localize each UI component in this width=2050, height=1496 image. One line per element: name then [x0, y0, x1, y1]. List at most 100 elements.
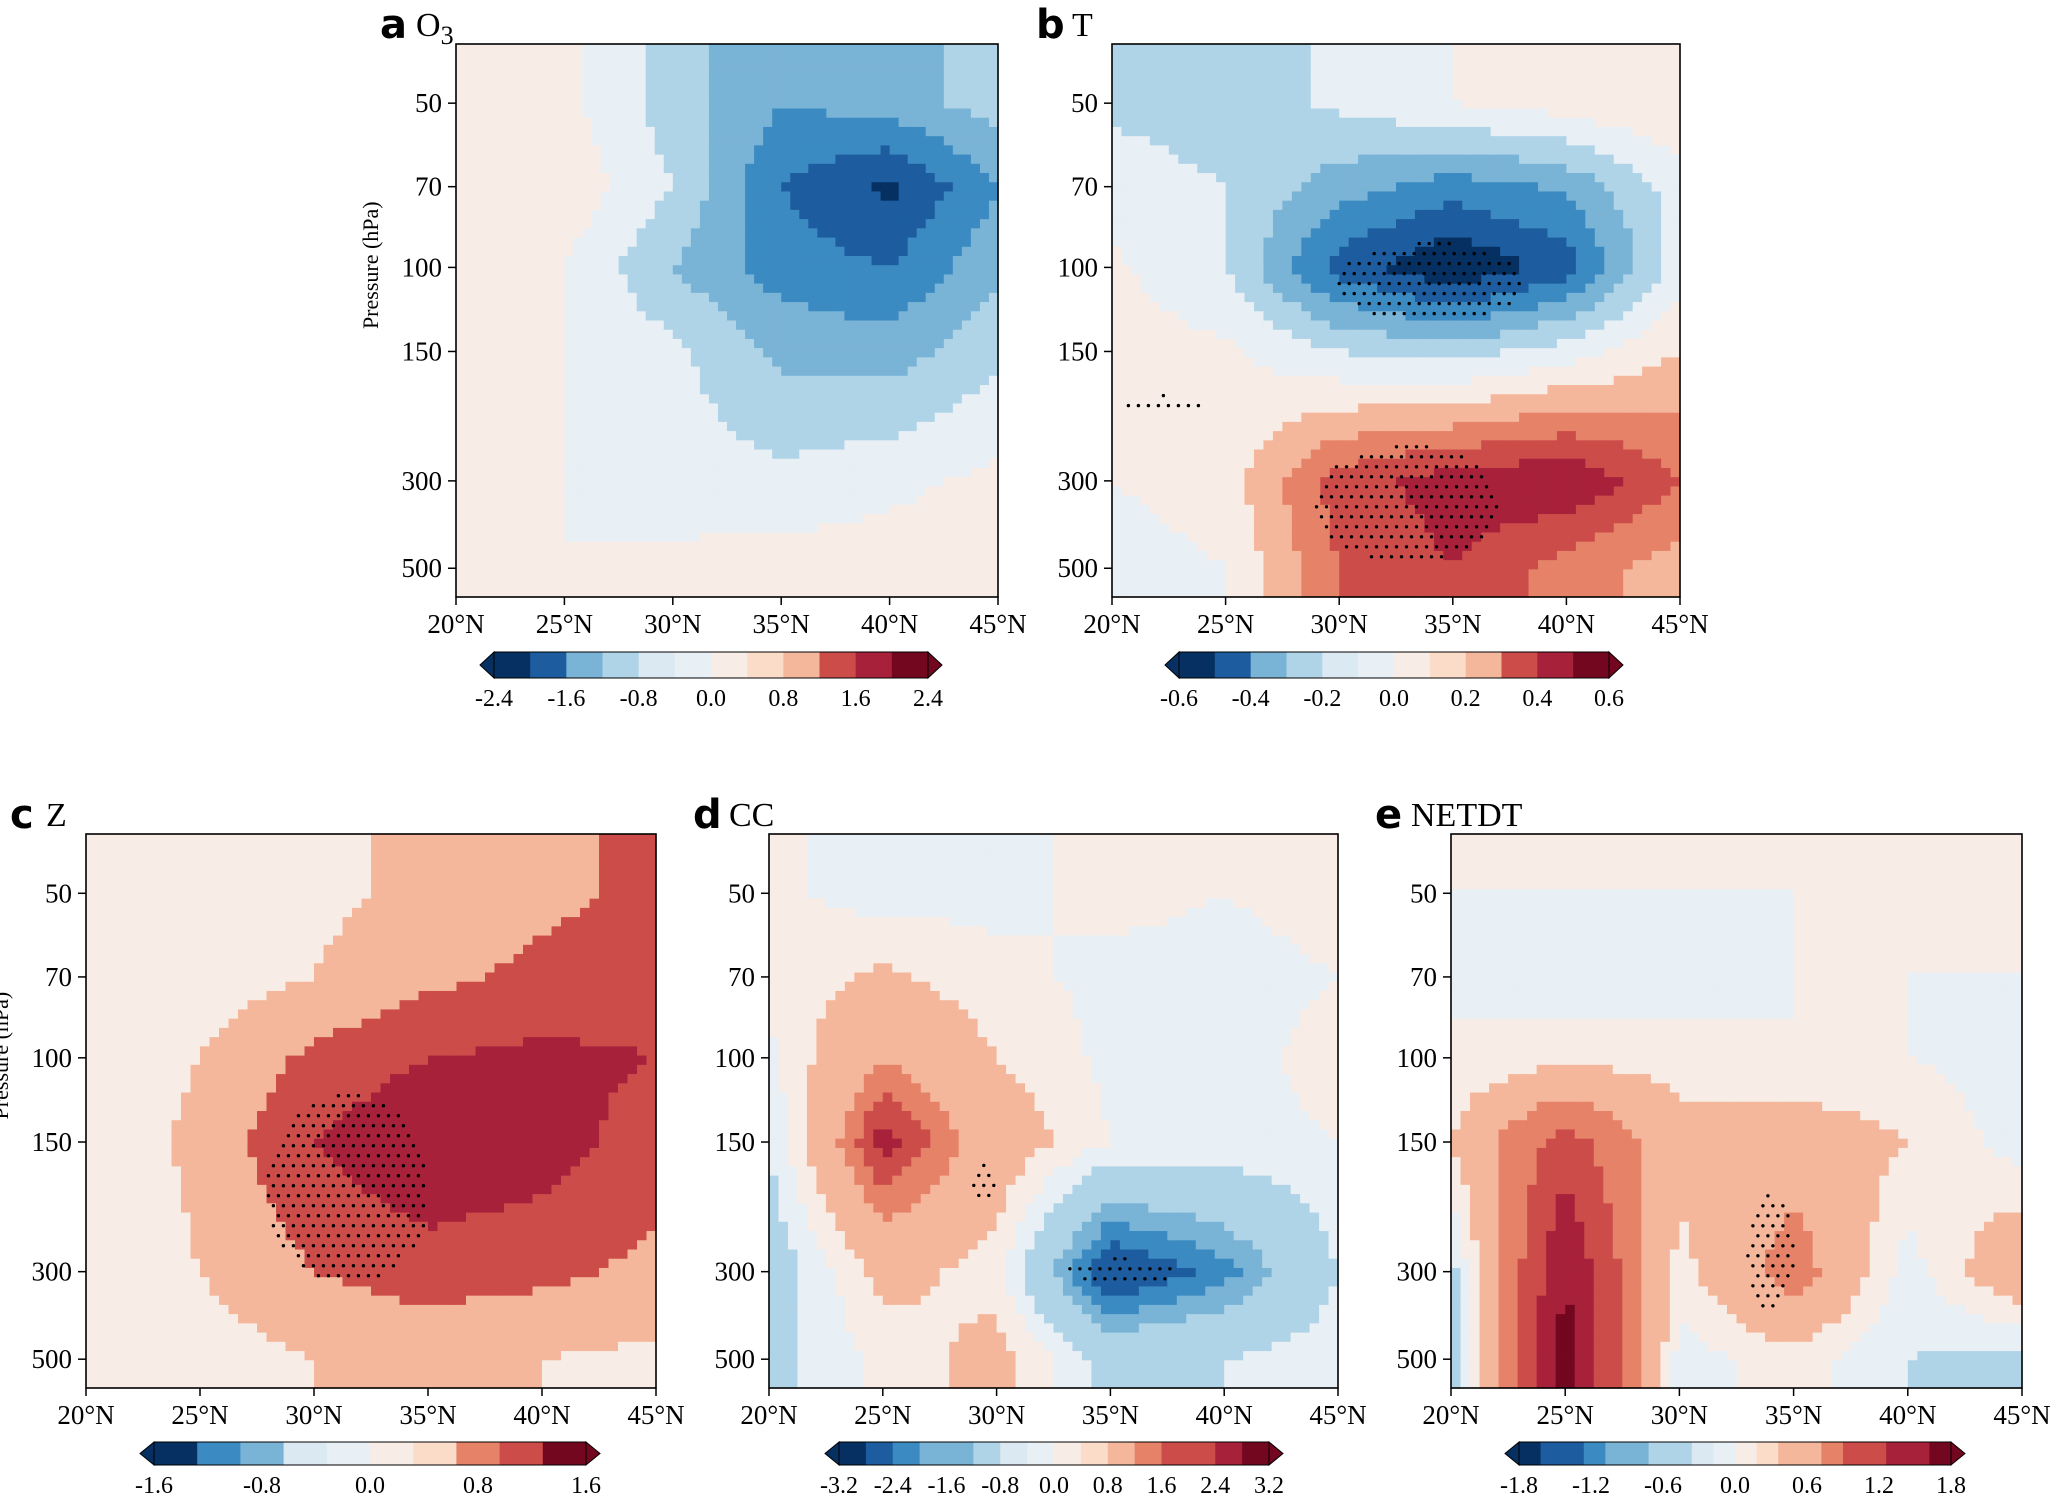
- contour-cell: [916, 163, 927, 174]
- contour-cell: [1168, 228, 1179, 239]
- contour-cell: [781, 80, 791, 91]
- contour-cell: [501, 375, 511, 386]
- contour-cell: [510, 348, 520, 358]
- contour-cell: [1538, 62, 1549, 73]
- contour-cell: [970, 44, 981, 54]
- contour-cell: [627, 560, 638, 570]
- contour-cell: [727, 495, 737, 506]
- contour-cell: [1594, 163, 1605, 174]
- contour-cell: [916, 366, 927, 377]
- contour-cell: [636, 394, 647, 405]
- contour-cell: [474, 348, 484, 358]
- contour-cell: [988, 311, 999, 322]
- contour-cell: [618, 292, 629, 303]
- contour-cell: [1159, 173, 1170, 183]
- contour-cell: [654, 80, 665, 91]
- contour-cell: [961, 366, 972, 377]
- contour-cell: [645, 117, 656, 128]
- contour-cell: [1178, 191, 1189, 202]
- contour-cell: [961, 246, 972, 257]
- contour-cell: [736, 338, 746, 349]
- contour-cell: [708, 329, 719, 340]
- contour-cell: [1613, 117, 1624, 128]
- contour-cell: [708, 80, 719, 91]
- contour-cell: [745, 541, 755, 552]
- contour-cell: [943, 394, 954, 405]
- contour-cell: [1414, 228, 1425, 239]
- contour-cell: [862, 385, 873, 395]
- contour-cell: [988, 458, 999, 469]
- contour-cell: [826, 348, 836, 358]
- contour-cell: [934, 560, 945, 570]
- contour-cell: [781, 375, 791, 386]
- contour-cell: [609, 255, 620, 266]
- contour-cell: [871, 90, 882, 100]
- contour-cell: [636, 532, 647, 543]
- contour-cell: [979, 62, 990, 73]
- contour-cell: [1320, 154, 1331, 165]
- contour-cell: [1443, 108, 1454, 119]
- contour-cell: [510, 246, 520, 257]
- contour-cell: [1225, 163, 1236, 174]
- contour-cell: [1604, 173, 1615, 183]
- contour-cell: [907, 348, 918, 358]
- contour-cell: [862, 62, 873, 73]
- contour-cell: [1168, 191, 1179, 202]
- contour-cell: [627, 403, 638, 414]
- contour-cell: [1585, 62, 1596, 73]
- contour-cell: [853, 514, 864, 524]
- contour-cell: [654, 182, 665, 193]
- contour-cell: [862, 587, 873, 598]
- contour-cell: [862, 145, 873, 156]
- contour-cell: [1414, 209, 1425, 220]
- contour-cell: [1575, 126, 1586, 137]
- contour-cell: [636, 357, 647, 368]
- contour-cell: [1178, 246, 1189, 257]
- contour-cell: [474, 541, 484, 552]
- contour-cell: [708, 486, 719, 497]
- contour-cell: [988, 320, 999, 331]
- contour-cell: [636, 486, 647, 497]
- contour-cell: [636, 80, 647, 91]
- contour-cell: [654, 154, 665, 165]
- contour-cell: [1405, 99, 1416, 110]
- contour-cell: [627, 375, 638, 386]
- contour-cell: [501, 560, 511, 570]
- contour-cell: [555, 514, 565, 524]
- contour-cell: [501, 412, 511, 423]
- contour-cell: [970, 136, 981, 146]
- contour-cell: [1225, 182, 1236, 193]
- contour-cell: [961, 532, 972, 543]
- contour-cell: [528, 228, 538, 239]
- contour-cell: [853, 394, 864, 405]
- contour-cell: [934, 274, 945, 285]
- contour-cell: [943, 182, 954, 193]
- contour-cell: [699, 53, 710, 64]
- contour-cell: [835, 385, 846, 395]
- contour-cell: [528, 53, 538, 64]
- contour-cell: [745, 108, 755, 119]
- contour-cell: [817, 53, 827, 64]
- contour-cell: [564, 302, 575, 312]
- contour-cell: [708, 302, 719, 312]
- contour-cell: [681, 366, 692, 377]
- contour-cell: [501, 246, 511, 257]
- contour-cell: [465, 348, 475, 358]
- contour-cell: [979, 587, 990, 598]
- contour-cell: [528, 163, 538, 174]
- contour-cell: [717, 385, 728, 395]
- contour-cell: [745, 274, 755, 285]
- contour-cell: [699, 357, 710, 368]
- contour-cell: [1547, 154, 1558, 165]
- contour-cell: [889, 292, 900, 303]
- contour-cell: [501, 80, 511, 91]
- contour-cell: [636, 62, 647, 73]
- contour-cell: [1149, 126, 1160, 137]
- contour-cell: [880, 560, 891, 570]
- contour-cell: [889, 486, 900, 497]
- contour-cell: [483, 191, 493, 202]
- contour-cell: [907, 265, 918, 276]
- contour-cell: [627, 173, 638, 183]
- contour-cell: [1661, 228, 1672, 239]
- contour-cell: [1443, 53, 1454, 64]
